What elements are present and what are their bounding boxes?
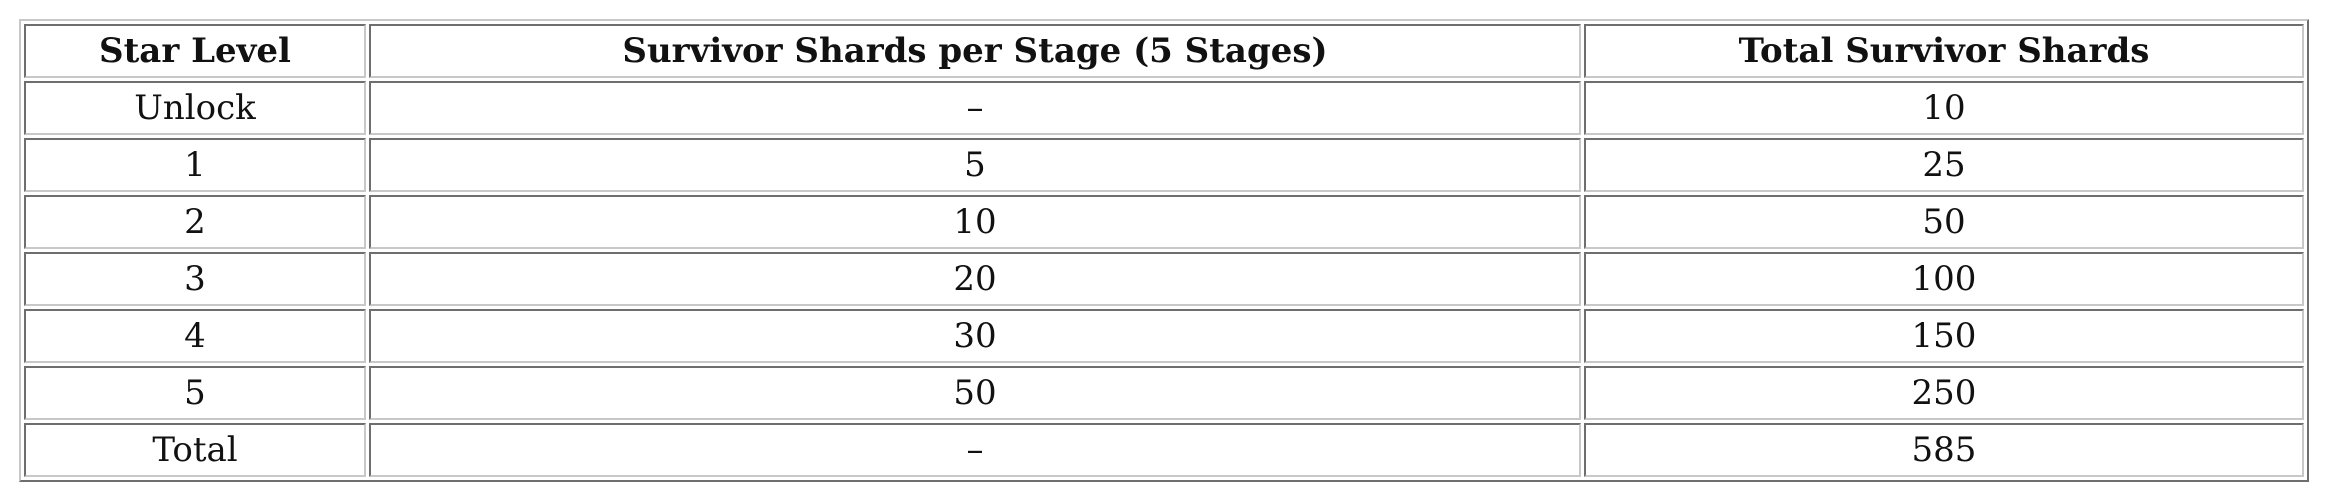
shards-per-stage-cell: – bbox=[369, 423, 1581, 477]
header-row: Star Level Survivor Shards per Stage (5 … bbox=[24, 24, 2304, 78]
survivor-shards-table: Star Level Survivor Shards per Stage (5 … bbox=[19, 19, 2309, 482]
table-row: 1 5 25 bbox=[24, 138, 2304, 192]
shards-per-stage-cell: 30 bbox=[369, 309, 1581, 363]
star-level-cell: 1 bbox=[24, 138, 366, 192]
star-level-cell: Total bbox=[24, 423, 366, 477]
star-level-cell: 4 bbox=[24, 309, 366, 363]
table-row: 2 10 50 bbox=[24, 195, 2304, 249]
total-shards-cell: 585 bbox=[1584, 423, 2304, 477]
shards-per-stage-cell: 5 bbox=[369, 138, 1581, 192]
table-row: Unlock –10 bbox=[24, 81, 2304, 135]
shards-per-stage-cell: 20 bbox=[369, 252, 1581, 306]
table-row: 4 30 150 bbox=[24, 309, 2304, 363]
table-row: 5 50 250 bbox=[24, 366, 2304, 420]
total-shards-cell: 100 bbox=[1584, 252, 2304, 306]
total-shards-cell: 50 bbox=[1584, 195, 2304, 249]
shards-per-stage-cell: – bbox=[369, 81, 1581, 135]
header-total-shards: Total Survivor Shards bbox=[1584, 24, 2304, 78]
total-shards-cell: 250 bbox=[1584, 366, 2304, 420]
table-row: Total –585 bbox=[24, 423, 2304, 477]
total-shards-cell: 150 bbox=[1584, 309, 2304, 363]
total-shards-cell: 10 bbox=[1584, 81, 2304, 135]
header-shards-per-stage: Survivor Shards per Stage (5 Stages) bbox=[369, 24, 1581, 78]
star-level-cell: 5 bbox=[24, 366, 366, 420]
shards-per-stage-cell: 50 bbox=[369, 366, 1581, 420]
shards-per-stage-cell: 10 bbox=[369, 195, 1581, 249]
header-star-level: Star Level bbox=[24, 24, 366, 78]
total-shards-cell: 25 bbox=[1584, 138, 2304, 192]
star-level-cell: 2 bbox=[24, 195, 366, 249]
table-row: 3 20 100 bbox=[24, 252, 2304, 306]
star-level-cell: Unlock bbox=[24, 81, 366, 135]
star-level-cell: 3 bbox=[24, 252, 366, 306]
